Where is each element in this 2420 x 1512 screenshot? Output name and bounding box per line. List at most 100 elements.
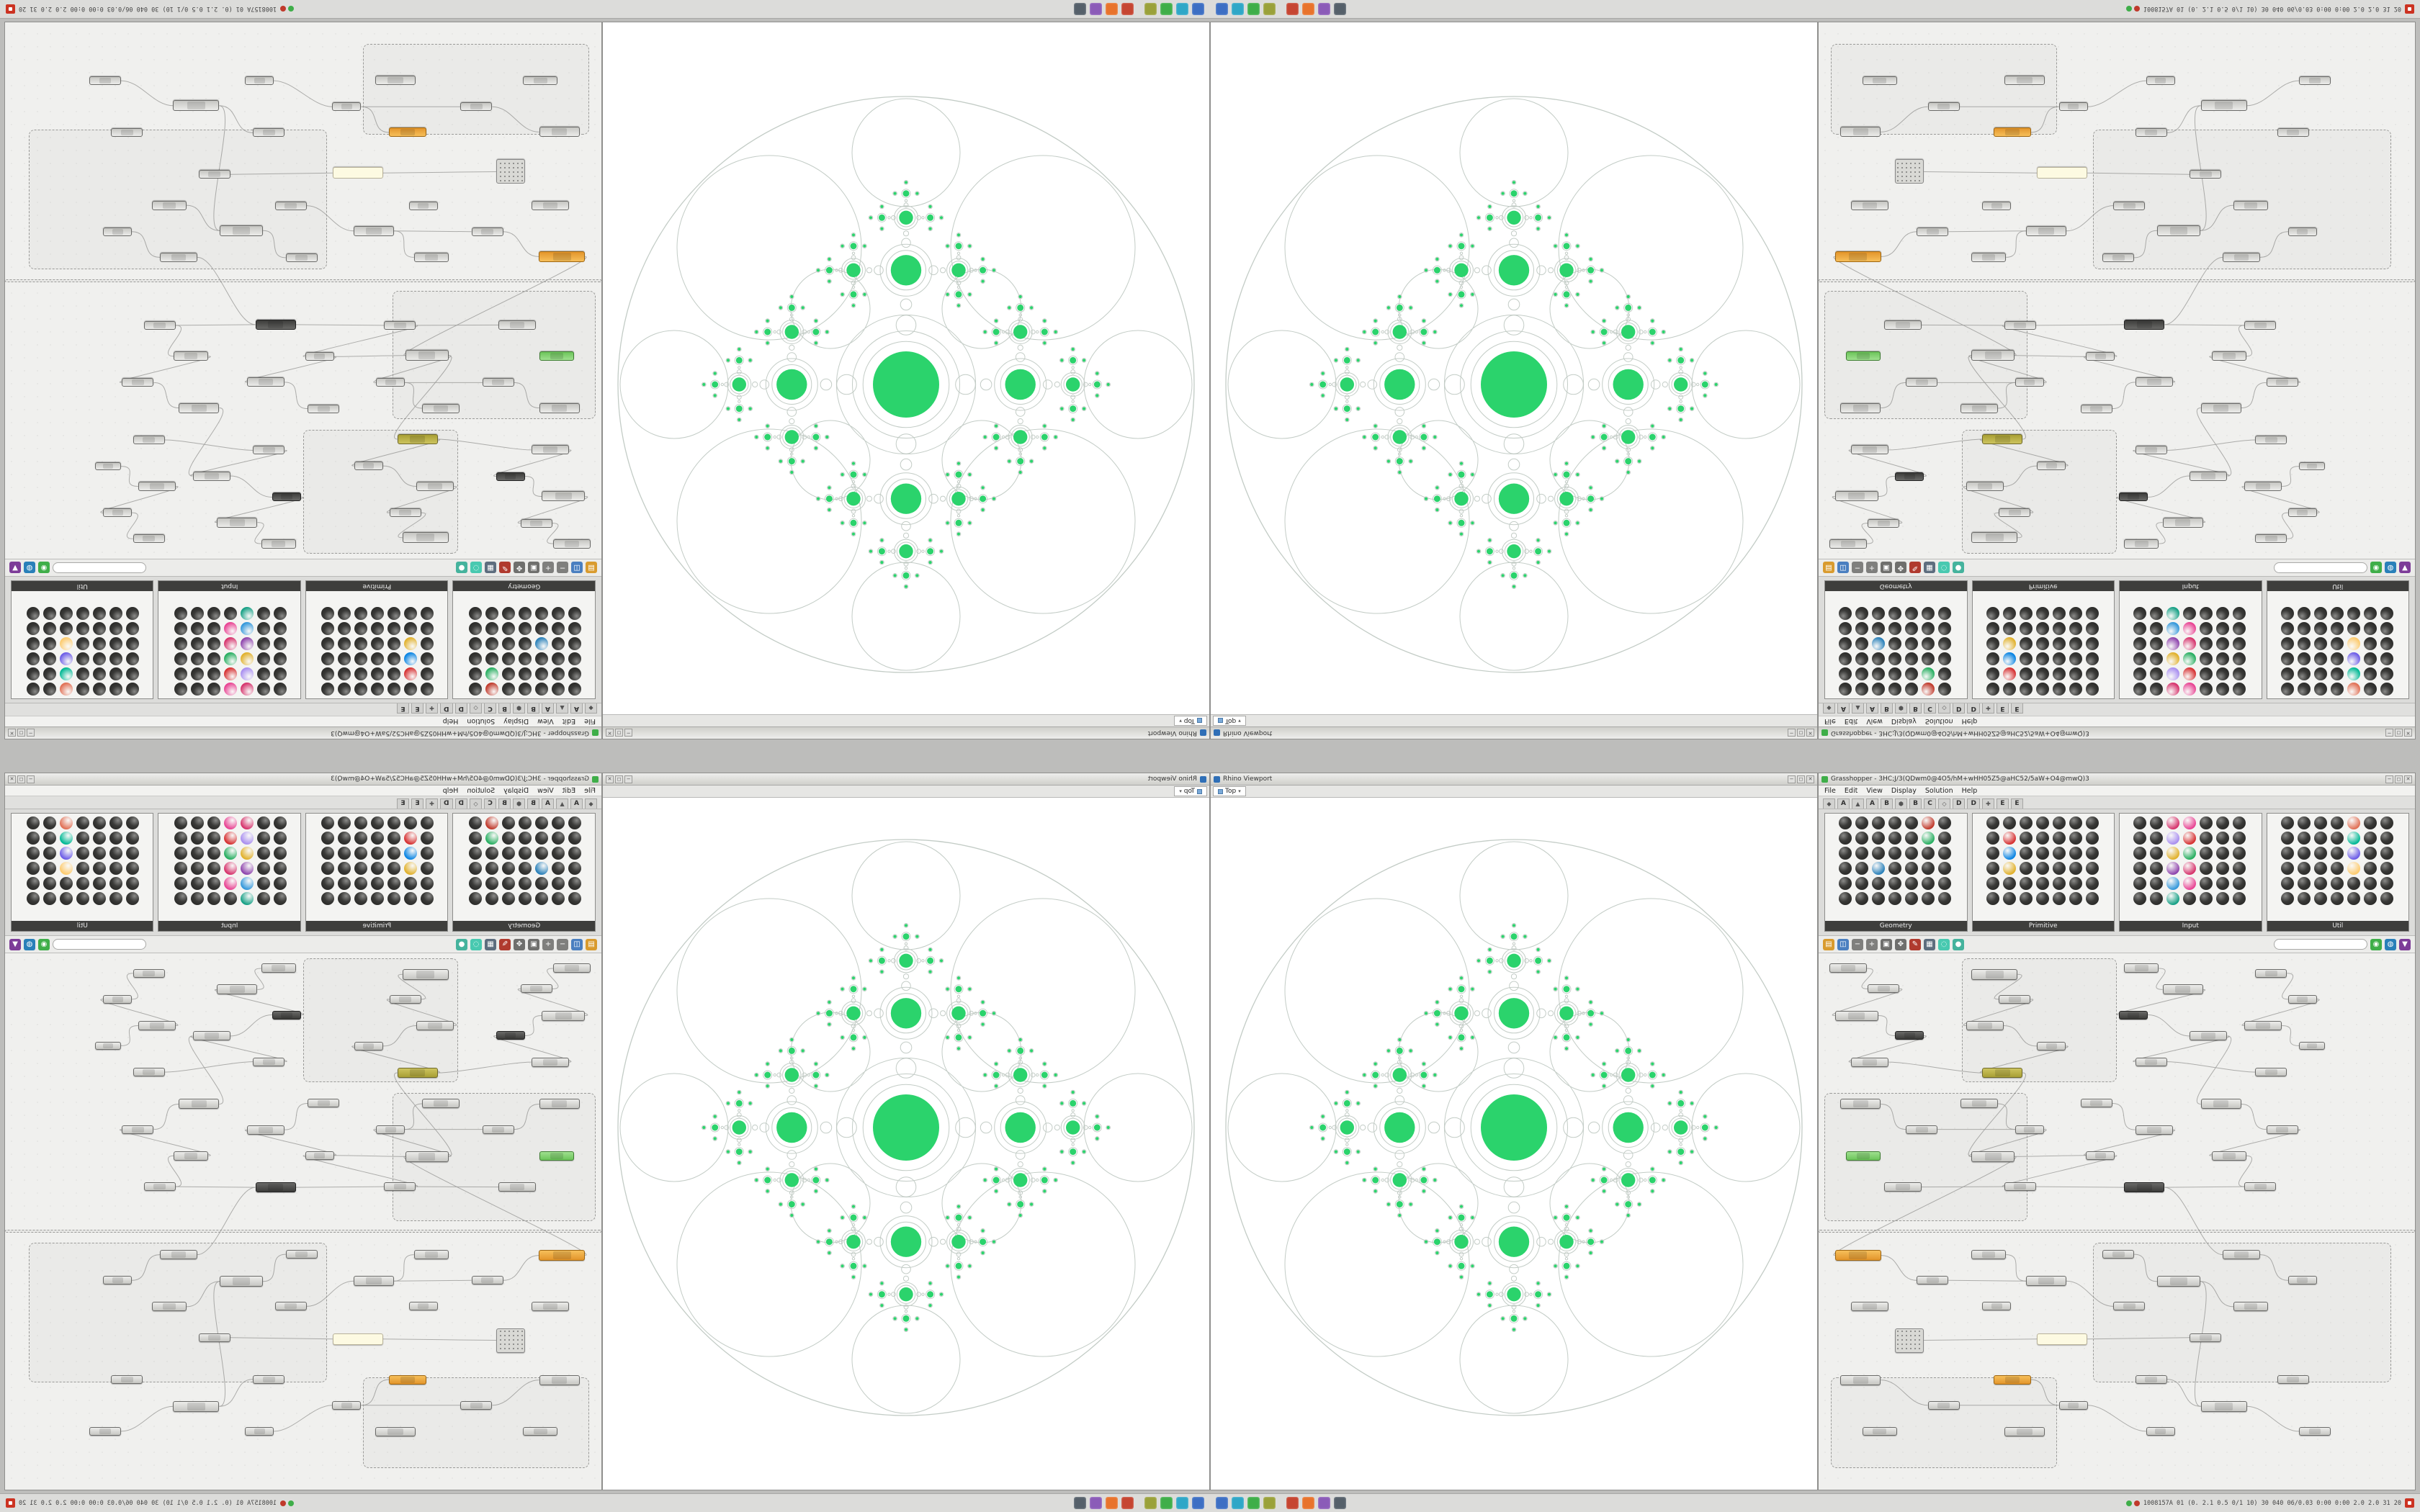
gh-node[interactable] [1971,1250,2007,1260]
component-icon[interactable] [1986,622,1999,635]
component-icon[interactable] [2069,816,2082,829]
bake-icon[interactable]: ▼ [2399,562,2411,574]
component-icon[interactable] [1855,832,1869,845]
component-icon[interactable] [1905,667,1919,680]
component-icon[interactable] [1938,652,1952,665]
component-icon[interactable] [485,816,498,829]
gh-node[interactable] [2244,1020,2282,1030]
gh-node[interactable] [405,350,449,361]
taskbar-app-blue[interactable] [1216,1497,1228,1509]
gh-node[interactable] [2135,1057,2167,1066]
component-icon[interactable] [421,607,434,620]
gh-node[interactable] [2162,517,2203,528]
component-icon[interactable] [2233,622,2246,635]
gh-node[interactable] [2156,1276,2200,1287]
gh-node[interactable] [1840,402,1881,413]
taskbar-app-orange[interactable] [1106,3,1118,15]
component-icon[interactable] [2347,892,2360,905]
component-icon[interactable] [1938,832,1952,845]
component-icon[interactable] [126,667,140,680]
component-icon[interactable] [2297,832,2311,845]
component-icon[interactable] [273,832,287,845]
component-icon[interactable] [568,847,581,860]
component-icon[interactable] [240,877,254,890]
gh-node[interactable] [2124,539,2159,549]
minimize-button[interactable]: − [2385,729,2393,737]
component-icon[interactable] [518,816,532,829]
component-icon[interactable] [2052,637,2066,650]
component-icon[interactable] [1855,622,1869,635]
component-icon[interactable] [2363,607,2377,620]
component-icon[interactable] [1986,816,1999,829]
maximize-button[interactable]: ◻ [17,729,25,737]
gh-node[interactable] [2037,462,2066,471]
component-icon[interactable] [2035,847,2049,860]
component-icon[interactable] [2150,892,2164,905]
taskbar-app-teal[interactable] [1232,3,1244,15]
component-tab-12[interactable]: E [1996,798,2009,809]
component-icon[interactable] [1938,816,1952,829]
minimize-button[interactable]: − [624,775,632,783]
component-icon[interactable] [2035,832,2049,845]
gh-node[interactable] [496,472,525,481]
component-icon[interactable] [2330,877,2344,890]
bake-icon[interactable]: ▼ [9,938,21,950]
maximize-button[interactable]: ◻ [17,775,25,783]
viewport-tab-top[interactable]: Top ▾ [1174,716,1207,726]
component-icon[interactable] [2200,862,2213,875]
component-icon[interactable] [485,652,498,665]
component-icon[interactable] [1839,892,1852,905]
gh-node[interactable] [2266,378,2298,387]
component-icon[interactable] [93,652,107,665]
gh-node[interactable] [138,482,176,492]
gh-node[interactable] [1868,518,1900,528]
component-icon[interactable] [256,667,270,680]
component-icon[interactable] [43,683,57,696]
gh-node[interactable] [1883,1182,1922,1192]
component-icon[interactable] [2297,816,2311,829]
component-icon[interactable] [2085,847,2099,860]
gh-node[interactable] [247,1125,285,1135]
component-icon[interactable] [387,816,401,829]
maximize-button[interactable]: ◻ [615,729,623,737]
component-icon[interactable] [109,637,123,650]
component-icon[interactable] [190,622,204,635]
component-icon[interactable] [2019,892,2033,905]
component-tab-8[interactable]: ◇ [1938,798,1950,809]
gh-node[interactable] [354,462,383,471]
component-icon[interactable] [27,816,40,829]
component-icon[interactable] [2183,652,2197,665]
component-icon[interactable] [2035,607,2049,620]
component-icon[interactable] [2166,622,2180,635]
menu-item-help[interactable]: Help [1961,717,1978,726]
gh-node[interactable] [531,1057,569,1067]
component-icon[interactable] [2380,832,2393,845]
gh-node[interactable] [1834,491,1878,502]
component-icon[interactable] [1872,847,1886,860]
component-icon[interactable] [2313,877,2327,890]
component-icon[interactable] [2085,816,2099,829]
component-icon[interactable] [568,816,581,829]
gh-node[interactable] [552,539,591,549]
component-icon[interactable] [223,637,237,650]
component-icon[interactable] [551,607,565,620]
taskbar-app-blue[interactable] [1216,3,1228,15]
component-icon[interactable] [1872,607,1886,620]
gh-node[interactable] [245,76,274,86]
component-tab-4[interactable]: B [1881,798,1893,809]
gh-node[interactable] [332,1333,383,1345]
component-icon[interactable] [354,683,368,696]
close-button[interactable]: ✕ [1806,729,1814,737]
menu-item-help[interactable]: Help [1961,786,1978,795]
component-icon[interactable] [2330,637,2344,650]
gh-node[interactable] [305,1151,334,1160]
component-icon[interactable] [468,847,482,860]
component-icon[interactable] [240,637,254,650]
taskbar-app-orange[interactable] [1106,1497,1118,1509]
component-tab-6[interactable]: B [1909,798,1922,809]
gh-node-canvas[interactable] [1819,953,2415,1490]
gh-node[interactable] [416,482,454,492]
component-tab-8[interactable]: ◇ [470,703,482,714]
component-icon[interactable] [338,637,351,650]
bake-icon[interactable]: ▼ [9,562,21,574]
